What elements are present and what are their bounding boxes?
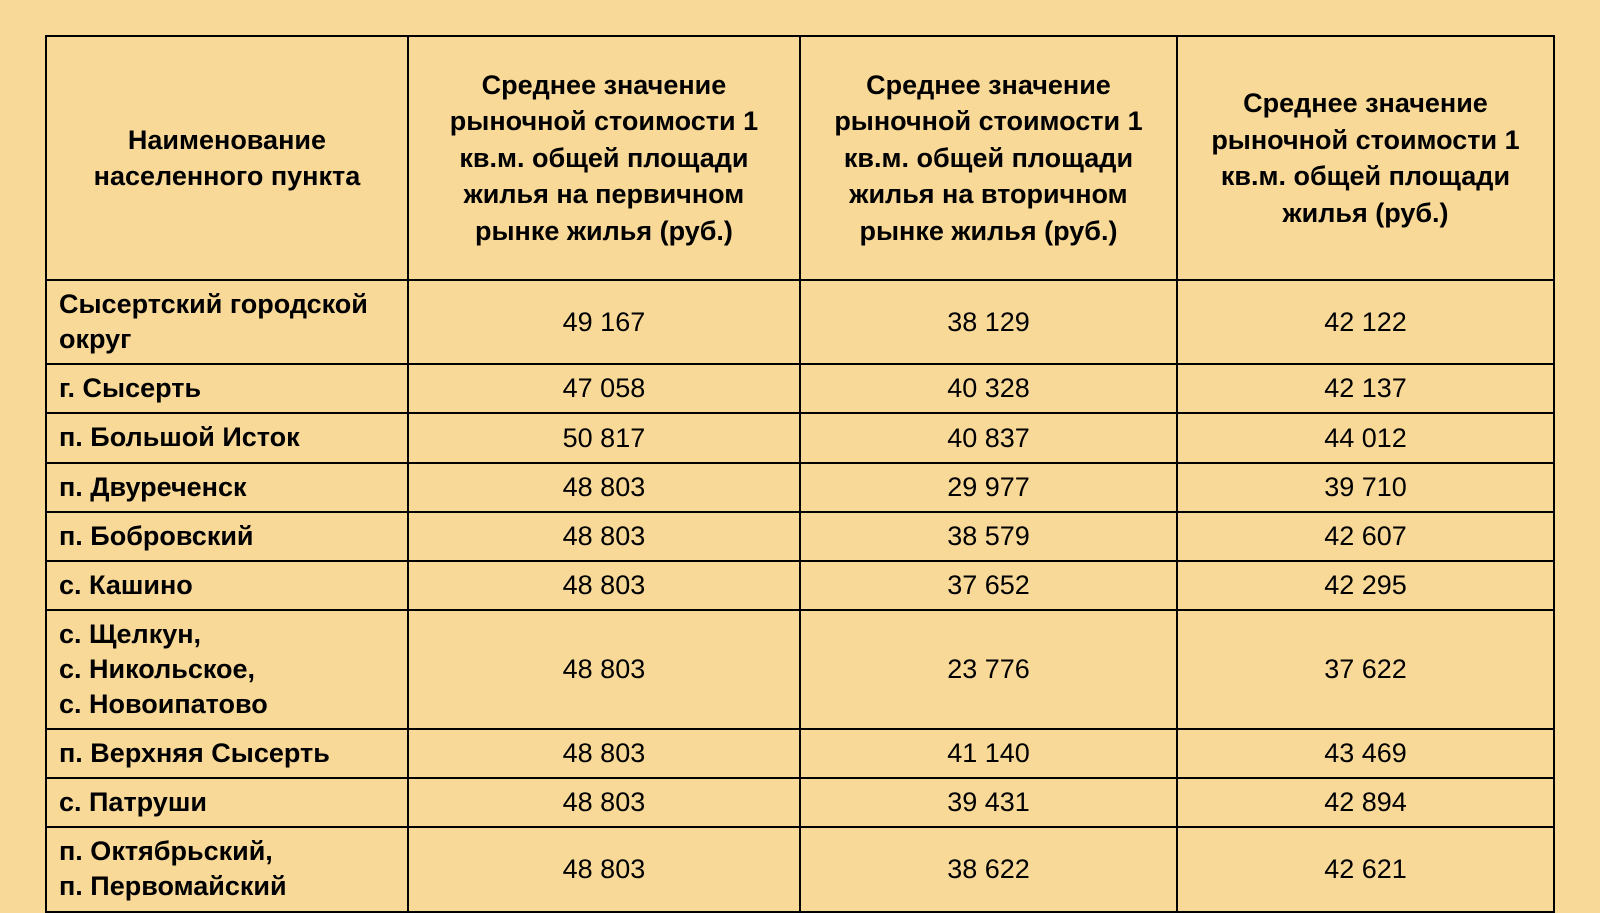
cell-overall: 44 012 — [1177, 413, 1554, 462]
cell-locality: п. Октябрьский, п. Первомайский — [46, 827, 408, 911]
cell-overall: 42 137 — [1177, 364, 1554, 413]
table-row: п. Двуреченск48 80329 97739 710 — [46, 463, 1554, 512]
col-header-secondary: Среднее значение рыночной стоимости 1 кв… — [800, 36, 1177, 280]
cell-secondary: 38 622 — [800, 827, 1177, 911]
cell-primary: 48 803 — [408, 778, 800, 827]
table-row: п. Верхняя Сысерть48 80341 14043 469 — [46, 729, 1554, 778]
cell-primary: 48 803 — [408, 729, 800, 778]
col-header-overall: Среднее значение рыночной стоимости 1 кв… — [1177, 36, 1554, 280]
cell-primary: 48 803 — [408, 561, 800, 610]
cell-locality: п. Двуреченск — [46, 463, 408, 512]
cell-primary: 50 817 — [408, 413, 800, 462]
cell-locality: с. Кашино — [46, 561, 408, 610]
cell-locality: г. Сысерть — [46, 364, 408, 413]
cell-locality: с. Патруши — [46, 778, 408, 827]
cell-overall: 42 607 — [1177, 512, 1554, 561]
cell-overall: 39 710 — [1177, 463, 1554, 512]
cell-secondary: 39 431 — [800, 778, 1177, 827]
cell-locality: п. Большой Исток — [46, 413, 408, 462]
cell-locality: Сысертский городской округ — [46, 280, 408, 364]
table-row: с. Патруши48 80339 43142 894 — [46, 778, 1554, 827]
cell-secondary: 41 140 — [800, 729, 1177, 778]
cell-overall: 42 621 — [1177, 827, 1554, 911]
table-row: с. Кашино48 80337 65242 295 — [46, 561, 1554, 610]
cell-overall: 42 295 — [1177, 561, 1554, 610]
cell-primary: 48 803 — [408, 512, 800, 561]
table-row: Сысертский городской округ49 16738 12942… — [46, 280, 1554, 364]
cell-secondary: 38 579 — [800, 512, 1177, 561]
cell-locality: п. Верхняя Сысерть — [46, 729, 408, 778]
table-row: с. Щелкун, с. Никольское, с. Новоипатово… — [46, 610, 1554, 729]
cell-secondary: 37 652 — [800, 561, 1177, 610]
cell-secondary: 40 837 — [800, 413, 1177, 462]
cell-overall: 42 122 — [1177, 280, 1554, 364]
housing-cost-table: Наименование населенного пункта Среднее … — [45, 35, 1555, 913]
cell-secondary: 23 776 — [800, 610, 1177, 729]
cell-primary: 49 167 — [408, 280, 800, 364]
cell-overall: 43 469 — [1177, 729, 1554, 778]
cell-secondary: 40 328 — [800, 364, 1177, 413]
cell-secondary: 38 129 — [800, 280, 1177, 364]
table-row: г. Сысерть47 05840 32842 137 — [46, 364, 1554, 413]
table-header: Наименование населенного пункта Среднее … — [46, 36, 1554, 280]
cell-overall: 37 622 — [1177, 610, 1554, 729]
cell-locality: с. Щелкун, с. Никольское, с. Новоипатово — [46, 610, 408, 729]
table-row: п. Бобровский48 80338 57942 607 — [46, 512, 1554, 561]
table-row: п. Большой Исток50 81740 83744 012 — [46, 413, 1554, 462]
col-header-locality: Наименование населенного пункта — [46, 36, 408, 280]
cell-primary: 47 058 — [408, 364, 800, 413]
cell-secondary: 29 977 — [800, 463, 1177, 512]
table-row: п. Октябрьский, п. Первомайский48 80338 … — [46, 827, 1554, 911]
cell-primary: 48 803 — [408, 463, 800, 512]
col-header-primary: Среднее значение рыночной стоимости 1 кв… — [408, 36, 800, 280]
cell-primary: 48 803 — [408, 827, 800, 911]
table-body: Сысертский городской округ49 16738 12942… — [46, 280, 1554, 911]
cell-overall: 42 894 — [1177, 778, 1554, 827]
cell-locality: п. Бобровский — [46, 512, 408, 561]
cell-primary: 48 803 — [408, 610, 800, 729]
